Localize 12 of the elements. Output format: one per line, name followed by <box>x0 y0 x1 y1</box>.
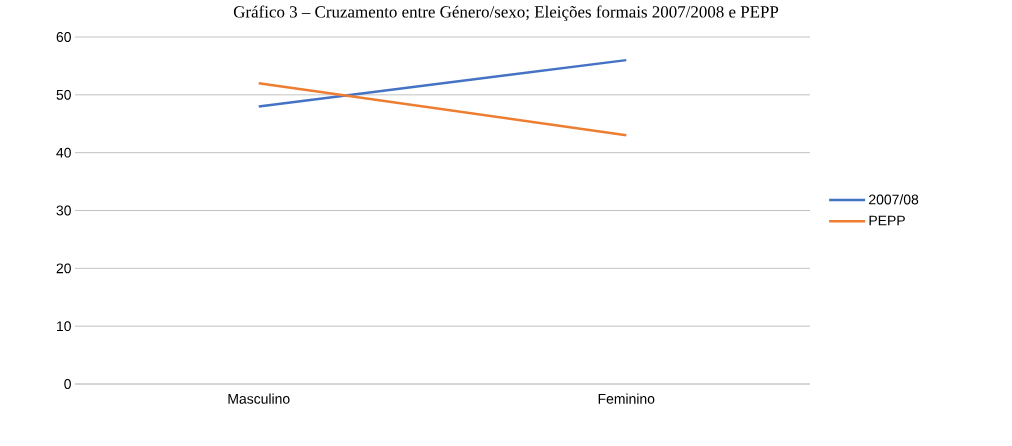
y-tick-label: 10 <box>57 321 71 332</box>
chart-title: Gráfico 3 – Cruzamento entre Género/sexo; Eleições formais 2007/2008 e PEPP <box>233 5 779 22</box>
legend-label: 2007/08 <box>869 194 919 205</box>
y-tick-label: 60 <box>56 32 71 42</box>
x-tick-label: Masculino <box>228 393 290 404</box>
legend-label: PEPP <box>869 215 905 226</box>
y-tick-label: 50 <box>56 89 71 100</box>
y-tick-label: 40 <box>56 147 71 158</box>
y-tick-label: 20 <box>56 263 71 274</box>
y-tick-label: 30 <box>56 205 71 216</box>
y-tick-label: 0 <box>64 379 71 389</box>
x-tick-label: Feminino <box>598 393 655 404</box>
